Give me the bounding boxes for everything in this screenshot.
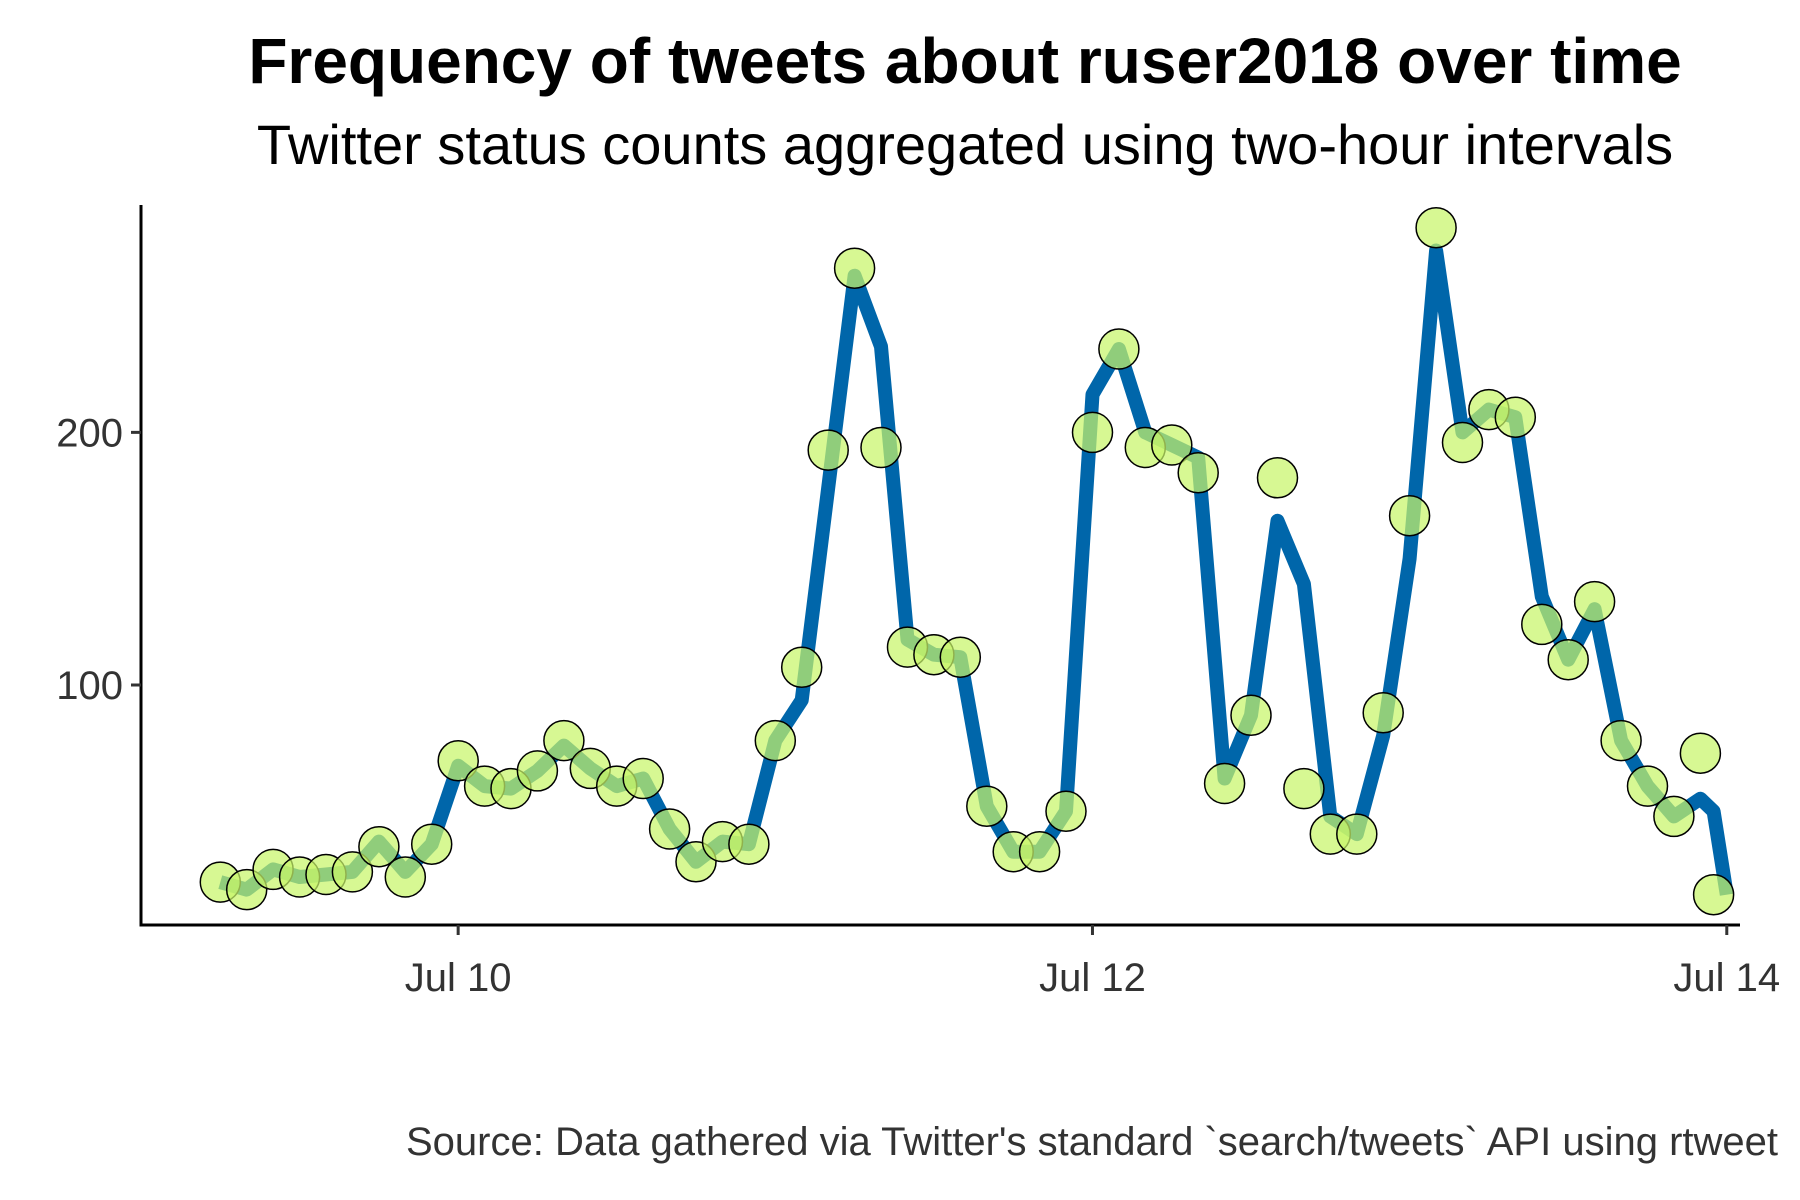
data-point (1600, 719, 1642, 762)
data-point (1177, 452, 1219, 494)
data-point (939, 636, 982, 678)
data-point (1071, 411, 1114, 454)
data-point (1573, 580, 1616, 623)
x-tick-label: Jul 14 (1673, 956, 1780, 1000)
series-points-group (199, 206, 1735, 916)
chart-caption: Source: Data gathered via Twitter's stan… (405, 1120, 1778, 1164)
data-point (1230, 694, 1272, 737)
y-tick-label: 200 (56, 411, 123, 455)
data-point (410, 823, 453, 865)
data-point (1415, 206, 1457, 249)
data-point (622, 757, 664, 800)
x-tick-label: Jul 10 (405, 956, 512, 1000)
data-point (1018, 830, 1061, 873)
data-point (1256, 457, 1299, 499)
data-point (1441, 421, 1484, 464)
chart-title: Frequency of tweets about ruser2018 over… (248, 25, 1682, 97)
axes (139, 205, 1740, 927)
chart-subtitle: Twitter status counts aggregated using t… (256, 113, 1674, 176)
data-point (728, 823, 770, 865)
data-point (1045, 790, 1087, 833)
data-point (437, 740, 479, 782)
data-point (754, 719, 797, 762)
data-point (648, 808, 691, 850)
data-point (1283, 767, 1325, 810)
data-point (1098, 328, 1140, 370)
y-ticks: 100 200 (56, 411, 141, 708)
data-point (1626, 765, 1669, 807)
data-point (1336, 813, 1378, 855)
data-point (1692, 873, 1735, 916)
data-point (780, 646, 823, 689)
data-point (331, 851, 374, 893)
data-point (358, 825, 400, 868)
data-point (1494, 396, 1537, 438)
data-point (860, 426, 902, 469)
data-point (1388, 494, 1431, 537)
data-point (1679, 732, 1722, 774)
data-point (1203, 762, 1246, 805)
data-point (384, 856, 427, 898)
data-point (833, 247, 876, 289)
data-point (1521, 603, 1563, 646)
data-point (516, 750, 559, 792)
data-point (807, 429, 849, 471)
x-tick-label: Jul 12 (1039, 956, 1146, 1000)
data-point (966, 785, 1008, 828)
data-point (1151, 424, 1193, 466)
data-point (1362, 692, 1404, 734)
data-point (1547, 638, 1589, 681)
x-ticks: Jul 10 Jul 12 Jul 14 (405, 925, 1780, 1000)
data-point (1653, 795, 1695, 838)
data-point (543, 719, 585, 762)
y-tick-label: 100 (56, 664, 123, 708)
